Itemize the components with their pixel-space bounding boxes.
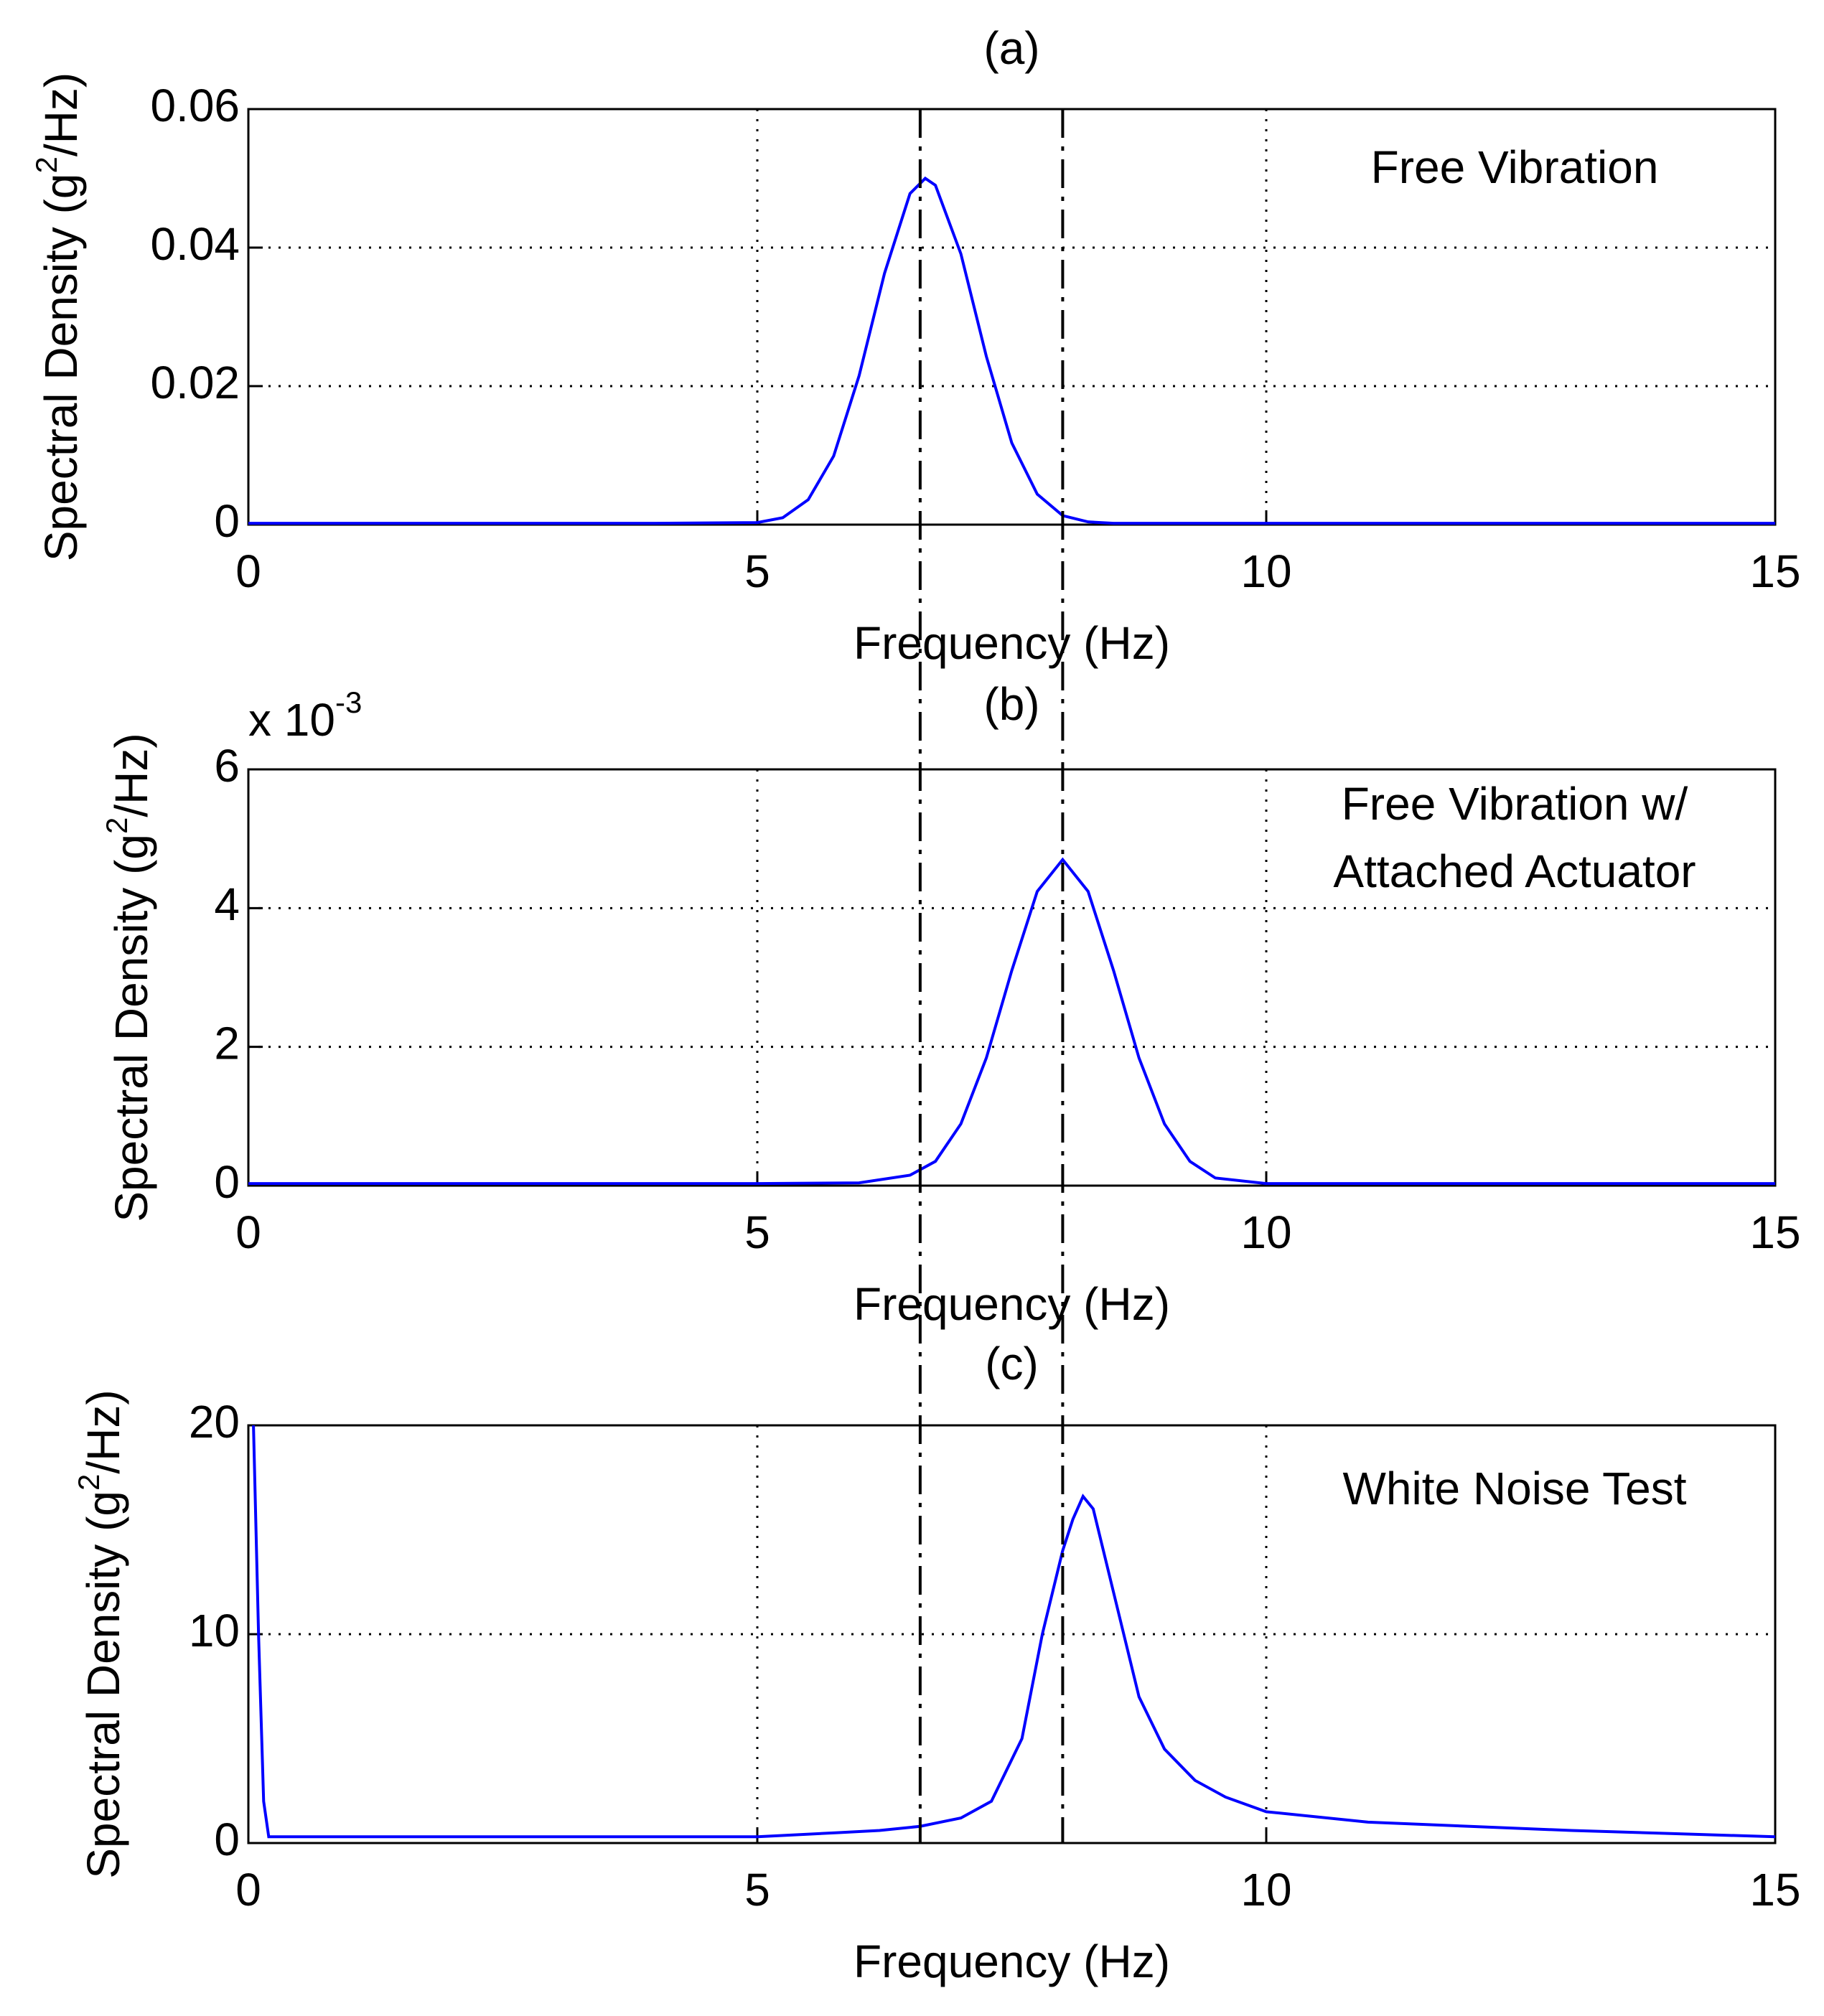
y-tick-label: 0 <box>214 495 240 547</box>
y-label-sup: 2 <box>29 156 63 173</box>
axis-multiplier: x 10-3 <box>248 685 362 746</box>
x-axis-label: Frequency (Hz) <box>853 617 1170 669</box>
plot-frame <box>247 108 1777 526</box>
y-label-text: Spectral Density (g <box>106 834 157 1222</box>
y-axis-label: Spectral Density (g2/Hz) <box>29 72 87 561</box>
x-tick-label: 15 <box>1749 1864 1800 1916</box>
y-tick-label: 0.06 <box>150 80 240 131</box>
y-axis-label: Spectral Density (g2/Hz) <box>72 1389 129 1878</box>
plot-area <box>248 769 1775 1186</box>
x-tick-label: 5 <box>744 545 770 597</box>
annotation: Free Vibration w/ <box>1342 778 1688 830</box>
x-axis-label: Frequency (Hz) <box>853 1936 1170 1987</box>
annotation: Free Vibration <box>1371 141 1659 193</box>
x-tick-label: 10 <box>1240 1206 1291 1258</box>
y-tick-label: 0.04 <box>150 218 240 270</box>
x-tick-label: 15 <box>1749 1206 1800 1258</box>
x-tick-label: 15 <box>1749 545 1800 597</box>
y-tick-label: 0 <box>214 1814 240 1865</box>
panel-title: (b) <box>983 678 1039 730</box>
plot-frame <box>247 1424 1777 1844</box>
multiplier-base: x 10 <box>248 694 335 746</box>
panel-title: (a) <box>983 22 1039 74</box>
x-tick-label: 5 <box>744 1206 770 1258</box>
x-tick-label: 5 <box>744 1864 770 1916</box>
y-label-suffix: /Hz) <box>106 733 157 817</box>
line-series <box>248 176 1775 525</box>
plot-area <box>248 109 1775 525</box>
y-label-sup: 2 <box>72 1474 106 1491</box>
x-tick-label: 10 <box>1240 1864 1291 1916</box>
x-tick-label: 0 <box>235 1864 261 1916</box>
y-label-suffix: /Hz) <box>78 1389 129 1473</box>
y-tick-label: 20 <box>189 1396 240 1448</box>
y-axis-label: Spectral Density (g2/Hz) <box>100 733 157 1222</box>
x-tick-label: 0 <box>235 1206 261 1258</box>
line-series <box>252 1425 1776 1839</box>
multiplier-exponent: -3 <box>335 685 362 719</box>
y-tick-label: 0 <box>214 1156 240 1208</box>
y-label-sup: 2 <box>100 817 134 834</box>
annotation: Attached Actuator <box>1333 845 1696 897</box>
plot-frame <box>247 768 1777 1187</box>
y-tick-label: 2 <box>214 1018 240 1069</box>
y-tick-label: 0.02 <box>150 357 240 408</box>
y-tick-label: 6 <box>214 740 240 792</box>
x-tick-label: 0 <box>235 545 261 597</box>
x-axis-label: Frequency (Hz) <box>853 1278 1170 1330</box>
plot-area <box>248 1425 1775 1843</box>
y-tick-label: 10 <box>189 1605 240 1656</box>
y-label-text: Spectral Density (g <box>35 174 87 562</box>
y-tick-label: 4 <box>214 878 240 930</box>
annotation: White Noise Test <box>1343 1463 1687 1514</box>
panel-title: (c) <box>985 1338 1039 1389</box>
y-label-text: Spectral Density (g <box>78 1491 129 1879</box>
y-label-suffix: /Hz) <box>35 72 87 156</box>
x-tick-label: 10 <box>1240 545 1291 597</box>
line-series <box>248 857 1775 1186</box>
